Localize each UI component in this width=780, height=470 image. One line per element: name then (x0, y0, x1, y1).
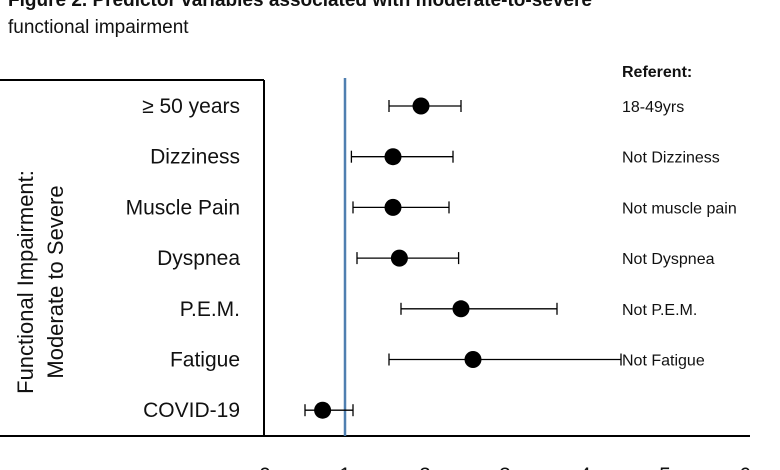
category-label: P.E.M. (180, 298, 240, 321)
forest-row: ≥ 50 years 18-49yrs (142, 95, 684, 118)
forest-row: Dyspnea Not Dyspnea (157, 247, 714, 270)
point-estimate (464, 351, 482, 368)
x-tick-labels: 0 1 2 3 4 5 6 (259, 464, 751, 470)
forest-row: Dizziness Not Dizziness (150, 146, 720, 169)
x-tick-label: 5 (659, 464, 671, 470)
point-estimate (384, 148, 402, 166)
referent-label: Not Dyspnea (622, 251, 715, 268)
category-label: Dizziness (150, 146, 240, 169)
forest-row: Muscle Pain Not muscle pain (126, 196, 737, 219)
x-tick-label: 3 (499, 464, 511, 470)
referent-label: 18-49yrs (622, 99, 684, 116)
referent-label: Not Fatigue (622, 353, 705, 370)
point-estimate (314, 401, 332, 419)
y-axis-label-line-1: Functional Impairment: (13, 170, 38, 394)
forest-row: P.E.M. Not P.E.M. (180, 298, 698, 321)
referent-label: Not muscle pain (622, 200, 737, 217)
x-tick-label: 4 (579, 464, 591, 470)
x-tick-label: 0 (259, 464, 271, 470)
forest-row: COVID-19 (143, 399, 354, 422)
category-label: Muscle Pain (126, 196, 240, 219)
chart-title-line-1: Figure 2. Predictor variables associated… (8, 0, 592, 11)
referent-label: Not P.E.M. (622, 302, 697, 319)
point-estimate (412, 97, 430, 115)
forest-row: Fatigue Not Fatigue (170, 349, 705, 372)
category-label: COVID-19 (143, 399, 240, 422)
category-label: ≥ 50 years (142, 95, 240, 118)
point-estimate (384, 198, 402, 216)
x-tick-label: 2 (419, 464, 431, 470)
x-tick-label: 1 (339, 464, 351, 470)
category-label: Dyspnea (157, 247, 240, 270)
y-axis-label-line-2: Moderate to Severe (43, 185, 68, 378)
referent-header: Referent: (622, 64, 692, 81)
x-tick-label: 6 (739, 464, 751, 470)
point-estimate (452, 300, 470, 318)
chart-title-line-2: functional impairment (8, 17, 189, 38)
y-axis-label: Functional Impairment: Moderate to Sever… (13, 170, 68, 394)
category-label: Fatigue (170, 349, 240, 372)
referent-label: Not Dizziness (622, 150, 720, 167)
point-estimate (390, 249, 408, 267)
forest-rows: ≥ 50 years 18-49yrs Dizziness Not Dizziness… (126, 95, 737, 422)
